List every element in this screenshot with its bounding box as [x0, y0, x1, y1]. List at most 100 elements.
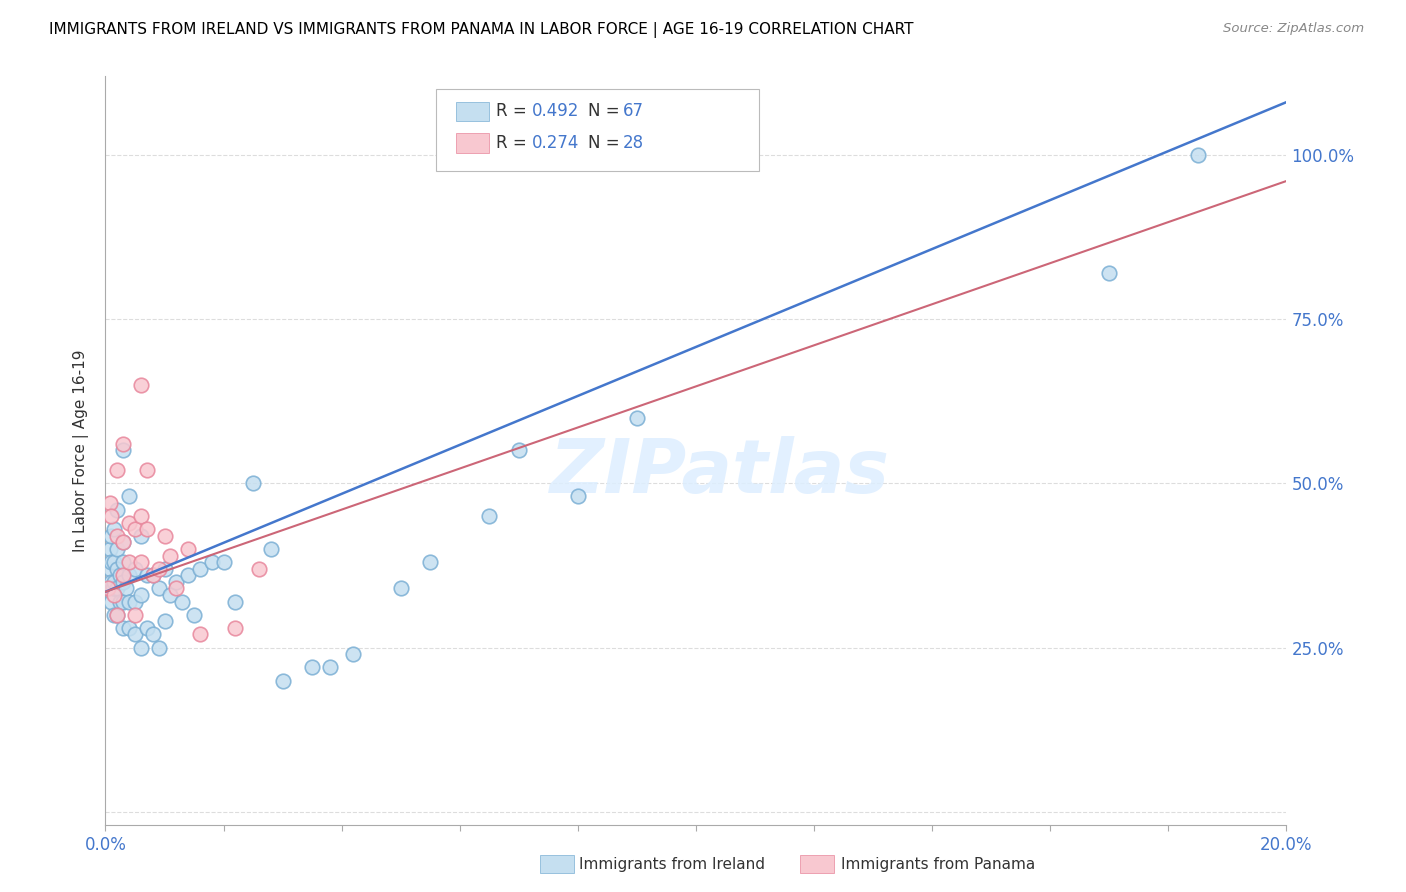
Point [124, 607, 146, 622]
Point [124, 562, 146, 576]
Point [153, 562, 176, 576]
Point [224, 594, 246, 608]
Point [105, 463, 128, 477]
Point [201, 555, 224, 569]
Point [135, 522, 157, 536]
Point [98, 542, 121, 557]
Point [247, 562, 270, 576]
Point [135, 621, 157, 635]
Point [142, 627, 165, 641]
Point [626, 410, 648, 425]
Point [135, 568, 157, 582]
Text: N =: N = [588, 102, 624, 120]
Point [242, 476, 264, 491]
Point [105, 542, 128, 557]
Point [148, 640, 170, 655]
Text: 28: 28 [623, 134, 644, 152]
Point [112, 443, 135, 458]
Point [212, 555, 235, 569]
Point [100, 594, 122, 608]
Text: R =: R = [496, 102, 533, 120]
Point [260, 542, 283, 557]
Point [112, 621, 135, 635]
Point [98, 562, 121, 576]
Point [124, 627, 146, 641]
Point [118, 568, 141, 582]
Point [508, 443, 530, 458]
Point [129, 377, 152, 392]
Y-axis label: In Labor Force | Age 16-19: In Labor Force | Age 16-19 [73, 349, 90, 552]
Point [112, 574, 135, 589]
Point [165, 582, 187, 596]
Point [100, 509, 122, 524]
Point [112, 437, 135, 451]
Point [148, 562, 170, 576]
Point [105, 529, 128, 543]
Point [148, 582, 170, 596]
Point [389, 582, 412, 596]
Point [159, 549, 181, 563]
Point [188, 562, 211, 576]
Point [177, 542, 200, 557]
Point [103, 522, 125, 536]
Point [105, 607, 128, 622]
Point [224, 621, 246, 635]
Text: 0.492: 0.492 [531, 102, 579, 120]
Point [342, 647, 364, 661]
Point [118, 594, 141, 608]
Text: 67: 67 [623, 102, 644, 120]
Point [118, 555, 141, 569]
Point [142, 568, 165, 582]
Point [110, 568, 132, 582]
Point [105, 582, 128, 596]
Point [105, 502, 128, 516]
Point [118, 621, 141, 635]
Point [188, 627, 211, 641]
Point [105, 562, 128, 576]
Point [103, 574, 125, 589]
Point [135, 463, 157, 477]
Point [271, 673, 294, 688]
Text: ZIPatlas: ZIPatlas [550, 436, 890, 509]
Point [98, 496, 121, 510]
Point [115, 582, 138, 596]
Point [153, 615, 176, 629]
Point [301, 660, 323, 674]
Point [112, 594, 135, 608]
Point [103, 588, 125, 602]
Point [177, 568, 200, 582]
Point [567, 490, 589, 504]
Point [165, 574, 187, 589]
Text: 0.274: 0.274 [531, 134, 579, 152]
Point [1187, 147, 1209, 161]
Point [103, 607, 125, 622]
Point [112, 535, 135, 549]
Point [153, 529, 176, 543]
Point [100, 529, 122, 543]
Point [124, 594, 146, 608]
Point [1098, 266, 1121, 280]
Text: IMMIGRANTS FROM IRELAND VS IMMIGRANTS FROM PANAMA IN LABOR FORCE | AGE 16-19 COR: IMMIGRANTS FROM IRELAND VS IMMIGRANTS FR… [49, 22, 914, 38]
Point [97, 582, 120, 596]
Point [100, 555, 122, 569]
Point [172, 594, 194, 608]
Text: Source: ZipAtlas.com: Source: ZipAtlas.com [1223, 22, 1364, 36]
Point [142, 568, 165, 582]
Point [319, 660, 342, 674]
Point [419, 555, 441, 569]
Point [124, 522, 146, 536]
Point [129, 509, 152, 524]
Point [105, 607, 128, 622]
Point [101, 582, 124, 596]
Text: R =: R = [496, 134, 533, 152]
Text: Immigrants from Panama: Immigrants from Panama [841, 857, 1035, 871]
Point [118, 516, 141, 530]
Point [97, 582, 120, 596]
Text: Immigrants from Ireland: Immigrants from Ireland [579, 857, 765, 871]
Point [112, 535, 135, 549]
Point [159, 588, 181, 602]
Point [129, 588, 152, 602]
Point [110, 594, 132, 608]
Text: N =: N = [588, 134, 624, 152]
Point [478, 509, 501, 524]
